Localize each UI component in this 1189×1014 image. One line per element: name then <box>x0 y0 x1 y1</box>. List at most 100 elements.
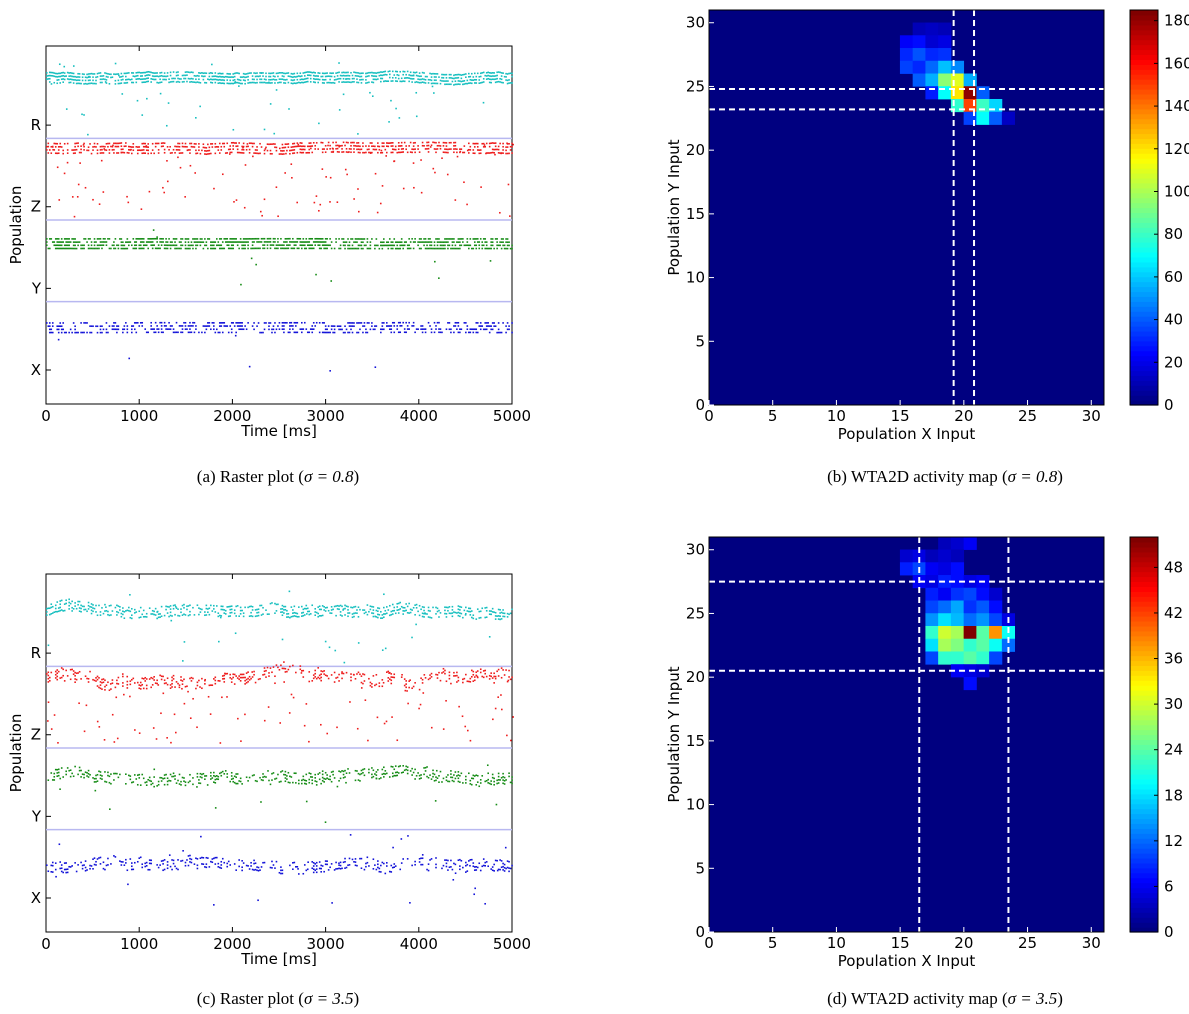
spike-R <box>300 78 303 81</box>
spike-Y <box>496 244 498 247</box>
spike-R <box>476 72 479 75</box>
spike-X <box>315 871 318 874</box>
spike-Z <box>102 191 105 193</box>
spike-R <box>184 74 187 77</box>
spike-Z <box>472 142 475 145</box>
spike-Z <box>229 676 232 679</box>
spike-R <box>74 79 76 81</box>
spike-R <box>445 606 448 609</box>
spike-Y <box>72 244 75 247</box>
spike-Y <box>439 241 442 243</box>
spike-Y <box>324 771 327 774</box>
spike-R <box>148 607 151 609</box>
spike-R <box>135 71 138 74</box>
spike-Z <box>78 670 81 673</box>
spike-Y <box>472 247 475 250</box>
spike-Y <box>487 772 489 775</box>
spike-Z <box>134 729 136 731</box>
spike-X <box>51 322 54 324</box>
spike-Z <box>156 679 158 682</box>
spike-Y <box>348 772 351 774</box>
spike-Z <box>377 142 379 144</box>
spike-R <box>165 78 167 81</box>
spike-Z <box>141 683 144 686</box>
spike-Y <box>368 247 370 250</box>
spike-X <box>168 328 170 330</box>
spike-R <box>195 81 197 84</box>
spike-R <box>336 71 339 74</box>
spike-Y <box>302 238 305 240</box>
spike-X <box>227 860 230 863</box>
spike-Z <box>353 674 355 676</box>
spike-Z <box>342 151 345 153</box>
spike-Z <box>442 671 445 673</box>
spike-Z <box>464 725 467 728</box>
spike-Y <box>371 238 373 240</box>
spike-Y <box>351 247 354 250</box>
spike-Y <box>174 247 176 250</box>
spike-Z <box>360 675 363 677</box>
spike-R <box>95 76 97 79</box>
spike-Z <box>502 145 504 148</box>
spike-Z <box>475 142 478 145</box>
spike-X <box>163 868 166 871</box>
spike-Y <box>75 247 78 250</box>
spike-R <box>122 613 124 616</box>
spike-X <box>154 321 157 324</box>
spike-Z <box>209 713 212 715</box>
spike-X <box>393 866 396 868</box>
spike-R <box>204 75 206 78</box>
spike-R <box>371 71 373 74</box>
spike-R <box>257 614 260 617</box>
spike-Y <box>406 244 409 247</box>
spike-R <box>472 79 475 81</box>
spike-R <box>150 71 152 74</box>
spike-R <box>154 607 157 610</box>
spike-R <box>57 79 60 81</box>
spike-Y <box>136 238 139 240</box>
spike-R <box>470 616 473 619</box>
spike-R <box>318 605 321 608</box>
spike-Z <box>179 166 182 169</box>
spike-R <box>411 609 413 611</box>
spike-R <box>235 615 237 617</box>
spike-R <box>409 611 412 614</box>
spike-Z <box>381 679 384 681</box>
colorbar-segment <box>1130 19 1158 26</box>
spike-R <box>302 72 305 74</box>
spike-Y <box>72 241 75 243</box>
colorbar-segment <box>1130 321 1158 327</box>
spike-R <box>111 610 114 612</box>
spike-R <box>74 602 76 604</box>
spike-Y <box>433 241 436 243</box>
spike-Z <box>485 142 488 145</box>
spike-Y <box>391 775 394 778</box>
spike-R <box>441 76 443 79</box>
spike-R <box>280 78 282 81</box>
spike-Z <box>359 145 361 148</box>
colorbar-segment <box>1130 108 1158 115</box>
spike-Y <box>393 244 396 247</box>
spike-Z <box>65 669 67 672</box>
spike-R <box>299 78 302 81</box>
spike-X <box>505 325 507 327</box>
spike-X <box>89 325 91 327</box>
spike-R <box>129 593 131 596</box>
spike-Y <box>385 244 388 247</box>
spike-X <box>353 325 355 327</box>
spike-Y <box>260 237 263 240</box>
spike-R <box>71 600 73 603</box>
spike-R <box>336 608 339 610</box>
spike-Y <box>293 772 296 775</box>
spike-X <box>195 325 197 327</box>
spike-R <box>496 71 498 74</box>
spike-Z <box>48 676 51 679</box>
spike-X <box>63 868 66 871</box>
spike-Z <box>479 152 482 155</box>
spike-X <box>147 868 150 871</box>
spike-R <box>77 82 79 85</box>
spike-R <box>184 77 187 80</box>
spike-X <box>114 322 117 324</box>
spike-R <box>268 75 270 78</box>
spike-R <box>251 81 254 84</box>
